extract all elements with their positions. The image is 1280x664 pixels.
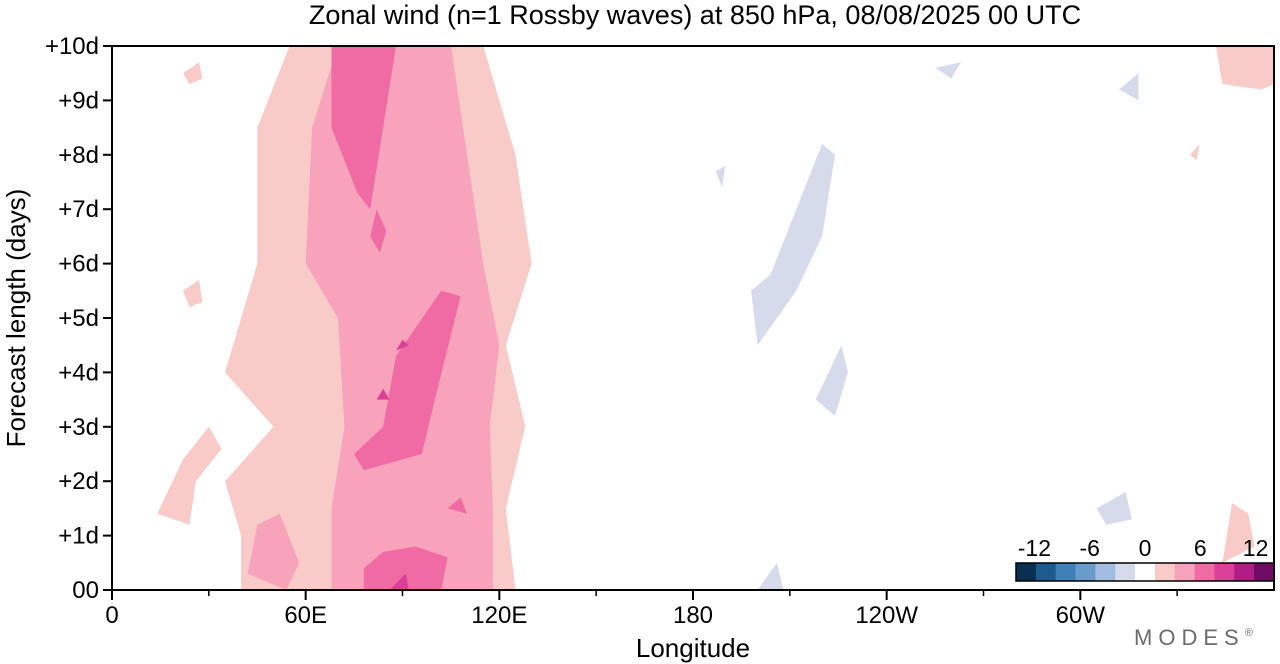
contour-region-neg <box>815 345 848 416</box>
contour-region-pos <box>389 573 409 590</box>
contour-region-pos <box>1215 46 1274 90</box>
colorbar-swatch <box>1016 563 1037 581</box>
colorbar-swatch <box>1115 563 1136 581</box>
y-tick-label: +2d <box>58 468 99 495</box>
x-axis-label: Longitude <box>636 633 750 663</box>
contour-region-pos <box>157 426 222 525</box>
contour-region-pos <box>376 388 390 400</box>
colorbar-swatch <box>1214 563 1235 581</box>
contour-region-pos <box>331 46 396 210</box>
colorbar-swatch <box>1234 563 1255 581</box>
contour-region-zero <box>873 84 945 155</box>
colorbar-tick-label: 0 <box>1139 535 1152 561</box>
contour-region-pos <box>396 339 409 351</box>
colorbar-tick-label: -12 <box>1018 535 1051 561</box>
contour-region-pos <box>183 279 203 308</box>
x-tick-label: 60W <box>1056 602 1106 629</box>
y-tick-label: +6d <box>58 251 99 278</box>
y-tick-label: +1d <box>58 523 99 550</box>
y-tick-label: +3d <box>58 414 99 441</box>
contour-region-zero <box>1073 285 1178 308</box>
contour-region-zero <box>1067 426 1158 487</box>
contour-region-pos <box>363 546 448 590</box>
contour-region-neg <box>751 143 835 346</box>
contour-region-pos <box>1222 503 1255 563</box>
colorbar-swatch <box>1035 563 1056 581</box>
colorbar-swatch <box>1075 563 1096 581</box>
contour-region-neg <box>935 62 961 79</box>
colorbar-frame <box>1015 562 1275 582</box>
y-axis: 00 +1d +2d +3d +4d +5d +6d +7d +8d +9d +10d <box>45 33 112 604</box>
colorbar-swatch <box>1254 563 1275 581</box>
contour-region-pos <box>370 209 387 253</box>
x-tick-label: 120E <box>471 602 527 629</box>
contour-region-zero <box>828 198 919 275</box>
contour-region-neg <box>1096 492 1132 525</box>
colorbar-legend: -12 -6 0 6 12 <box>1015 535 1275 582</box>
x-tick-label: 0 <box>105 602 118 629</box>
x-tick-label: 60E <box>284 602 327 629</box>
y-tick-label: +9d <box>58 87 99 114</box>
contour-region-neg <box>757 562 784 590</box>
y-tick-label: +4d <box>58 359 99 386</box>
contour-region-neg <box>715 165 726 188</box>
y-tick-label: +8d <box>58 142 99 169</box>
y-tick-label: +10d <box>45 33 99 60</box>
x-axis: 0 60E 120E 180 120W 60W <box>105 590 1178 629</box>
contour-field <box>157 46 1274 590</box>
y-tick-label: 00 <box>72 577 99 604</box>
contour-region-pos <box>1190 143 1200 161</box>
contour-region-pos <box>354 290 461 471</box>
contour-region-neg <box>1119 73 1139 101</box>
contour-region-zero <box>967 377 1016 427</box>
colorbar-tick-label: 6 <box>1194 535 1207 561</box>
brand-logo: MODES® <box>1134 625 1259 650</box>
y-axis-label: Forecast length (days) <box>1 189 31 448</box>
colorbar-tick-label: -6 <box>1079 535 1099 561</box>
chart-title: Zonal wind (n=1 Rossby waves) at 850 hPa… <box>309 0 1081 30</box>
brand-text: MODES <box>1134 625 1245 650</box>
colorbar-swatch <box>1154 563 1176 581</box>
brand-mark: ® <box>1245 627 1259 639</box>
x-tick-label: 120W <box>855 602 918 629</box>
colorbar-swatch <box>1135 563 1156 581</box>
colorbar-swatch <box>1055 563 1076 581</box>
colorbar-swatch <box>1174 563 1195 581</box>
contour-region-pos <box>447 497 468 514</box>
contour-region-pos <box>183 62 203 85</box>
y-tick-label: +5d <box>58 305 99 332</box>
colorbar-swatch <box>1095 563 1116 581</box>
contour-region-pos <box>247 513 300 590</box>
contour-region-zero <box>505 46 726 590</box>
y-tick-label: +7d <box>58 196 99 223</box>
colorbar-swatch <box>1194 563 1215 581</box>
x-tick-label: 180 <box>673 602 713 629</box>
colorbar-tick-label: 12 <box>1243 535 1269 561</box>
